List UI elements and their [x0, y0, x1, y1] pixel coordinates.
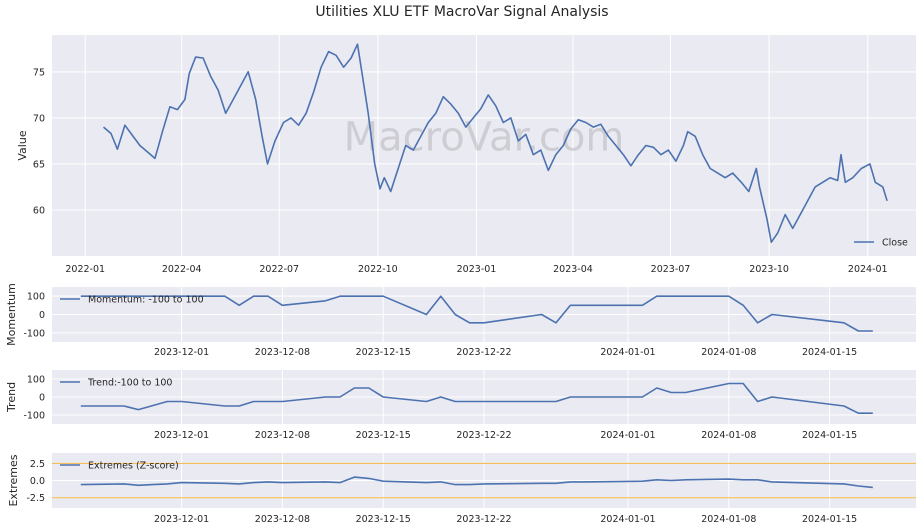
y-tick-label: -2.5: [26, 493, 45, 504]
panel-2: 2023-12-01 2023-12-08 2023-12-15 2023-12-22…: [5, 283, 916, 358]
series-line: [80, 295, 873, 332]
x-tick-label: 2024-01-08: [701, 347, 756, 358]
figure-title: Utilities XLU ETF MacroVar Signal Analys…: [315, 4, 609, 20]
x-tick-label: 2024-01-15: [802, 347, 857, 358]
y-axis-label: Extremes: [7, 454, 20, 506]
series-line: [102, 43, 888, 243]
x-tick-label: 2024-01-01: [600, 514, 655, 525]
y-tick-label: 65: [33, 159, 45, 170]
y-tick-label: 2.5: [30, 459, 45, 470]
x-tick-label: 2024-01: [848, 264, 888, 275]
legend-label: Close: [882, 238, 908, 249]
x-tick-label: 2024-01-15: [802, 514, 857, 525]
y-tick-label: 0.0: [30, 476, 45, 487]
x-tick-label: 2022-10: [358, 264, 398, 275]
y-tick-label: 75: [33, 67, 45, 78]
x-tick-label: 2023-12-22: [456, 430, 511, 441]
x-tick-label: 2023-12-01: [154, 347, 209, 358]
y-tick-label: 100: [27, 375, 45, 386]
x-tick-label: 2024-01-15: [802, 430, 857, 441]
series-line: [80, 382, 873, 414]
x-tick-label: 2023-04: [553, 264, 593, 275]
x-tick-label: 2022-01: [65, 264, 105, 275]
x-tick-label: 2022-07: [259, 264, 299, 275]
y-tick-label: -100: [23, 411, 45, 422]
y-tick-label: -100: [23, 328, 45, 339]
y-tick-label: 0: [39, 393, 45, 404]
x-tick-label: 2024-01-08: [701, 514, 756, 525]
x-tick-label: 2023-12-15: [356, 514, 411, 525]
x-tick-label: 2023-12-08: [255, 430, 310, 441]
x-tick-label: 2024-01-08: [701, 430, 756, 441]
x-tick-label: 2023-01: [457, 264, 497, 275]
x-tick-label: 2023-12-01: [154, 514, 209, 525]
x-tick-label: 2023-12-15: [356, 430, 411, 441]
legend-label: Trend:-100 to 100: [87, 378, 172, 389]
y-tick-label: 70: [33, 113, 45, 124]
x-tick-label: 2023-10: [749, 264, 789, 275]
x-tick-label: 2023-12-08: [255, 514, 310, 525]
watermark: MacroVar.com: [344, 115, 625, 161]
panel-3: 2023-12-01 2023-12-08 2023-12-15 2023-12-22…: [5, 370, 916, 441]
x-tick-label: 2023-12-22: [456, 347, 511, 358]
y-axis-label: Value: [16, 130, 29, 160]
x-tick-label: 2023-12-01: [154, 430, 209, 441]
series-line: [80, 476, 873, 489]
panel-1: 2022-01 2022-04 2022-07 2022-10 2023-01 2023-…: [16, 35, 916, 275]
y-axis-label: Trend: [5, 382, 18, 413]
legend-label: Momentum: -100 to 100: [88, 295, 204, 306]
x-tick-label: 2024-01-01: [600, 347, 655, 358]
x-tick-label: 2023-12-15: [356, 347, 411, 358]
legend-label: Extremes (Z-score): [88, 461, 179, 472]
x-tick-label: 2023-07: [651, 264, 691, 275]
y-tick-label: 0: [39, 310, 45, 321]
x-tick-label: 2023-12-08: [255, 347, 310, 358]
x-tick-label: 2024-01-01: [600, 430, 655, 441]
y-tick-label: 60: [33, 205, 45, 216]
y-tick-label: 100: [27, 292, 45, 303]
x-tick-label: 2023-12-22: [456, 514, 511, 525]
x-tick-label: 2022-04: [162, 264, 202, 275]
y-axis-label: Momentum: [5, 283, 18, 346]
panel-4: 2023-12-01 2023-12-08 2023-12-15 2023-12-22…: [7, 453, 916, 525]
